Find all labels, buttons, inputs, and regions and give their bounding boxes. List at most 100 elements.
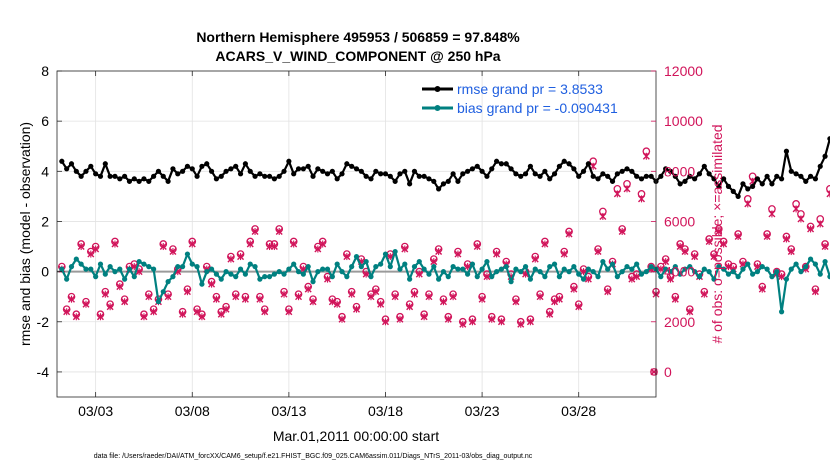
rmse-point (276, 173, 282, 179)
obs-assimilated-marker (638, 195, 646, 203)
obs-assimilated-marker (565, 230, 573, 238)
bias-point (634, 261, 640, 267)
data-file-footer: data file: /Users/raeder/DAI/ATM_forcXX/… (94, 453, 533, 460)
rmse-point (126, 178, 133, 184)
bias-point (213, 271, 220, 277)
bias-point (344, 274, 350, 280)
bias-point (696, 274, 703, 280)
rmse-point (252, 173, 258, 179)
bias-point (271, 271, 277, 277)
obs-assimilated-marker (768, 210, 776, 218)
bias-point (692, 269, 698, 275)
bias-point (291, 261, 297, 267)
obs-assimilated-marker (324, 275, 332, 283)
legend: rmse grand pr = 3.8533 bias grand pr = -… (422, 81, 618, 116)
bias-point (663, 266, 669, 272)
obs-assimilated-marker (430, 258, 438, 266)
bias-point (126, 266, 133, 272)
bias-point (803, 264, 809, 270)
obs-assimilated-marker (121, 298, 129, 306)
y-right-tick-label: 4000 (664, 264, 695, 280)
obs-assimilated-marker (444, 315, 452, 323)
y-axis-left: -4 -2 0 2 4 6 8 (37, 63, 62, 380)
obs-assimilated-marker (67, 295, 75, 303)
rmse-point (141, 176, 147, 182)
bias-point (460, 266, 466, 272)
bias-point (561, 266, 567, 272)
rmse-point (378, 171, 384, 177)
x-tick-label: 03/03 (78, 403, 113, 419)
rmse-point (725, 183, 732, 189)
rmse-point (556, 163, 562, 169)
legend-bias-label: bias grand pr = -0.090431 (457, 100, 618, 116)
bias-point (788, 266, 794, 272)
bias-point (783, 276, 790, 282)
obs-assimilated-marker (705, 238, 713, 246)
rmse-point (465, 168, 471, 174)
obs-assimilated-marker (763, 233, 771, 241)
rmse-point (522, 171, 529, 177)
rmse-point (721, 176, 727, 182)
x-axis-label: Mar.01,2011 00:00:00 start (273, 428, 439, 444)
obs-assimilated-marker (372, 288, 380, 296)
obs-assimilated-marker (792, 205, 800, 213)
rmse-point (638, 176, 645, 182)
bias-point (518, 269, 524, 275)
rmse-point (358, 168, 364, 174)
bias-point (204, 269, 210, 275)
bias-point (349, 264, 355, 270)
obs-assimilated-marker (807, 225, 815, 233)
bias-point (614, 274, 620, 280)
rmse-point (807, 173, 814, 179)
obs-assimilated-marker (295, 293, 303, 301)
y-left-tick-label: -2 (37, 314, 50, 330)
bias-point (725, 271, 732, 277)
obs-assimilated-marker (410, 290, 418, 298)
rmse-point (440, 181, 447, 187)
x-axis: 03/03 03/08 03/13 03/18 03/23 03/28 (78, 71, 596, 419)
rmse-point (788, 168, 794, 174)
obs-assimilated-marker (222, 305, 230, 313)
bias-point (257, 276, 263, 282)
rmse-point (271, 176, 277, 182)
bias-point (571, 264, 577, 270)
rmse-point (730, 188, 736, 194)
obs-assimilated-marker (734, 233, 742, 241)
rmse-point (503, 161, 509, 167)
obs-possible-marker (650, 368, 658, 376)
bias-point (247, 261, 253, 267)
rmse-point (122, 173, 128, 179)
rmse-point (382, 171, 389, 177)
rmse-point (204, 161, 210, 167)
obs-assimilated-marker (111, 240, 119, 248)
bias-point (112, 269, 118, 275)
bias-point (421, 266, 427, 272)
rmse-point (160, 173, 166, 179)
rmse-point (426, 176, 432, 182)
bias-point (609, 261, 616, 267)
bias-point (812, 261, 819, 267)
rmse-point (696, 171, 703, 177)
rmse-point (170, 166, 176, 172)
obs-assimilated-marker (497, 318, 505, 326)
rmse-point (387, 173, 393, 179)
bias-point (759, 264, 765, 270)
rmse-point (663, 166, 669, 172)
bias-point (687, 264, 693, 270)
bias-point (701, 266, 707, 272)
plot-area (56, 70, 830, 398)
rmse-point (416, 173, 422, 179)
bias-point (585, 266, 591, 272)
obs-assimilated-marker (275, 227, 283, 235)
bias-point (798, 269, 804, 275)
obs-assimilated-marker (493, 250, 501, 258)
obs-assimilated-marker (642, 152, 650, 160)
obs-assimilated-marker (623, 185, 631, 193)
bias-point (532, 266, 538, 272)
rmse-point (107, 173, 113, 179)
bias-point (88, 266, 94, 272)
bias-point (754, 269, 761, 275)
bias-point (566, 269, 572, 275)
bias-point (320, 266, 326, 272)
obs-assimilated-marker (241, 295, 249, 303)
